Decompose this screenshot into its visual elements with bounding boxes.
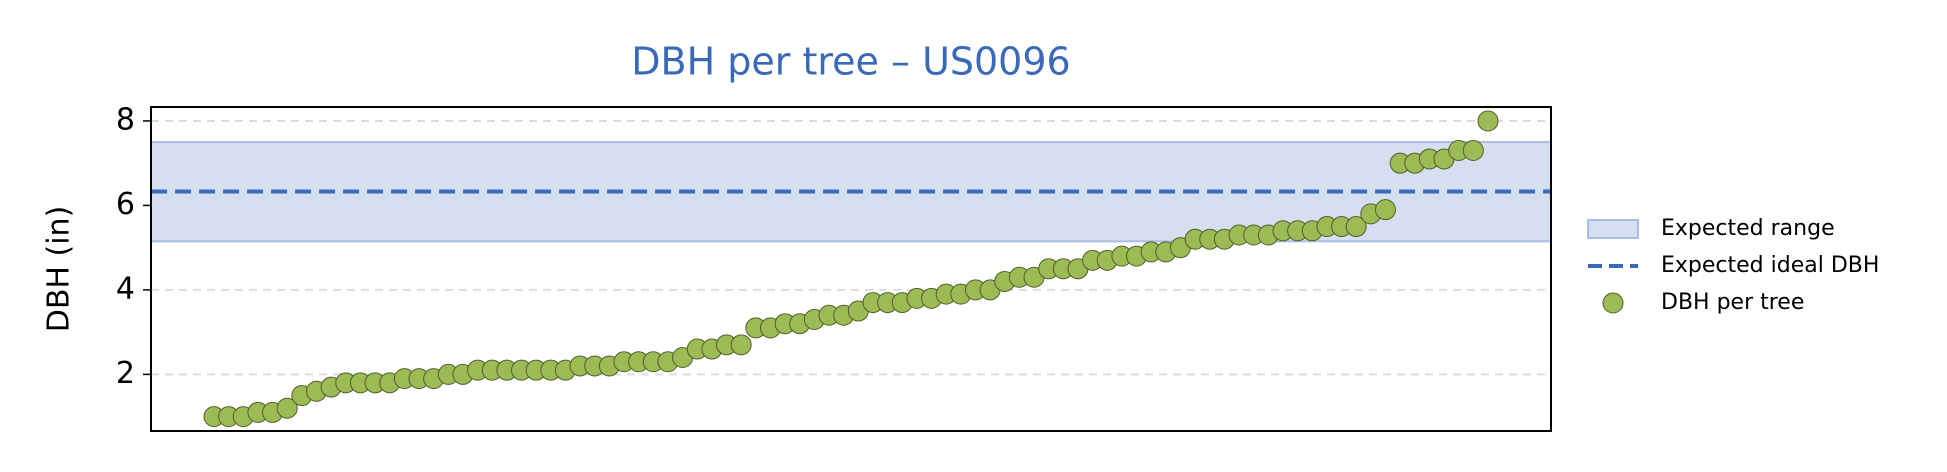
legend-label: DBH per tree [1661,290,1804,315]
point [1477,110,1499,132]
point [1462,140,1484,162]
point [730,334,752,356]
y-tick-label: 6 [116,187,135,222]
point [1374,199,1396,221]
y-axis-label: DBH (in) [42,206,77,333]
y-tick-label: 2 [116,356,135,391]
y-tick-label: 4 [116,271,135,306]
legend-swatch [1602,292,1624,314]
legend-label: Expected range [1661,216,1835,241]
legend-label: Expected ideal DBH [1661,253,1879,278]
y-tick-label: 8 [116,102,135,137]
point [1345,216,1367,238]
point [276,397,298,419]
plot-frame [150,106,1552,432]
legend-swatch [1587,219,1639,239]
chart-title: DBH per tree – US0096 [631,40,1070,84]
